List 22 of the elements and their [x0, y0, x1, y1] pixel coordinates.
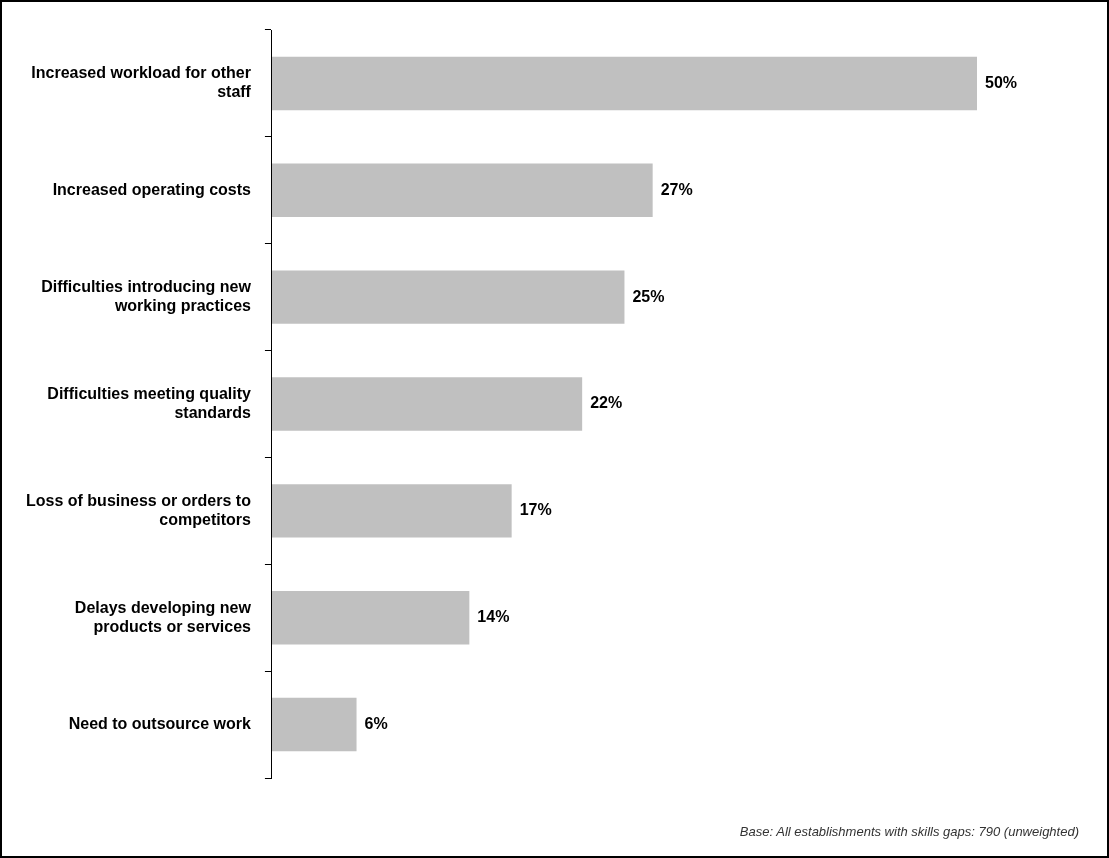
y-tick-label: Need to outsource work: [68, 714, 252, 732]
bar: [271, 163, 653, 217]
bar: [271, 697, 357, 752]
y-tick-label: Difficulties introducing new working practices: [41, 277, 252, 315]
bar: [271, 377, 583, 431]
y-tick-label: Increased operating costs: [52, 180, 252, 198]
data-label: 27%: [660, 180, 693, 198]
y-tick-label: Loss of business or orders to competitors: [25, 491, 252, 528]
text: Base: All establishments with skills gaps: 790 (unweighted): [739, 824, 1079, 839]
data-label: 14%: [477, 608, 510, 626]
y-tick-label: Delays developing new products or services: [74, 598, 252, 635]
data-label: 50%: [985, 73, 1018, 91]
bar: [271, 56, 977, 111]
bar: [271, 270, 625, 324]
y-tick-label: Increased workload for other staff: [31, 64, 252, 101]
bar: [271, 591, 470, 645]
data-label: 25%: [632, 287, 665, 305]
y-tick-label: Difficulties meeting quality standards: [47, 384, 252, 422]
bar: [271, 484, 512, 538]
data-label: 17%: [519, 501, 552, 519]
data-label: 22%: [590, 394, 623, 412]
data-label: 6%: [364, 714, 388, 732]
